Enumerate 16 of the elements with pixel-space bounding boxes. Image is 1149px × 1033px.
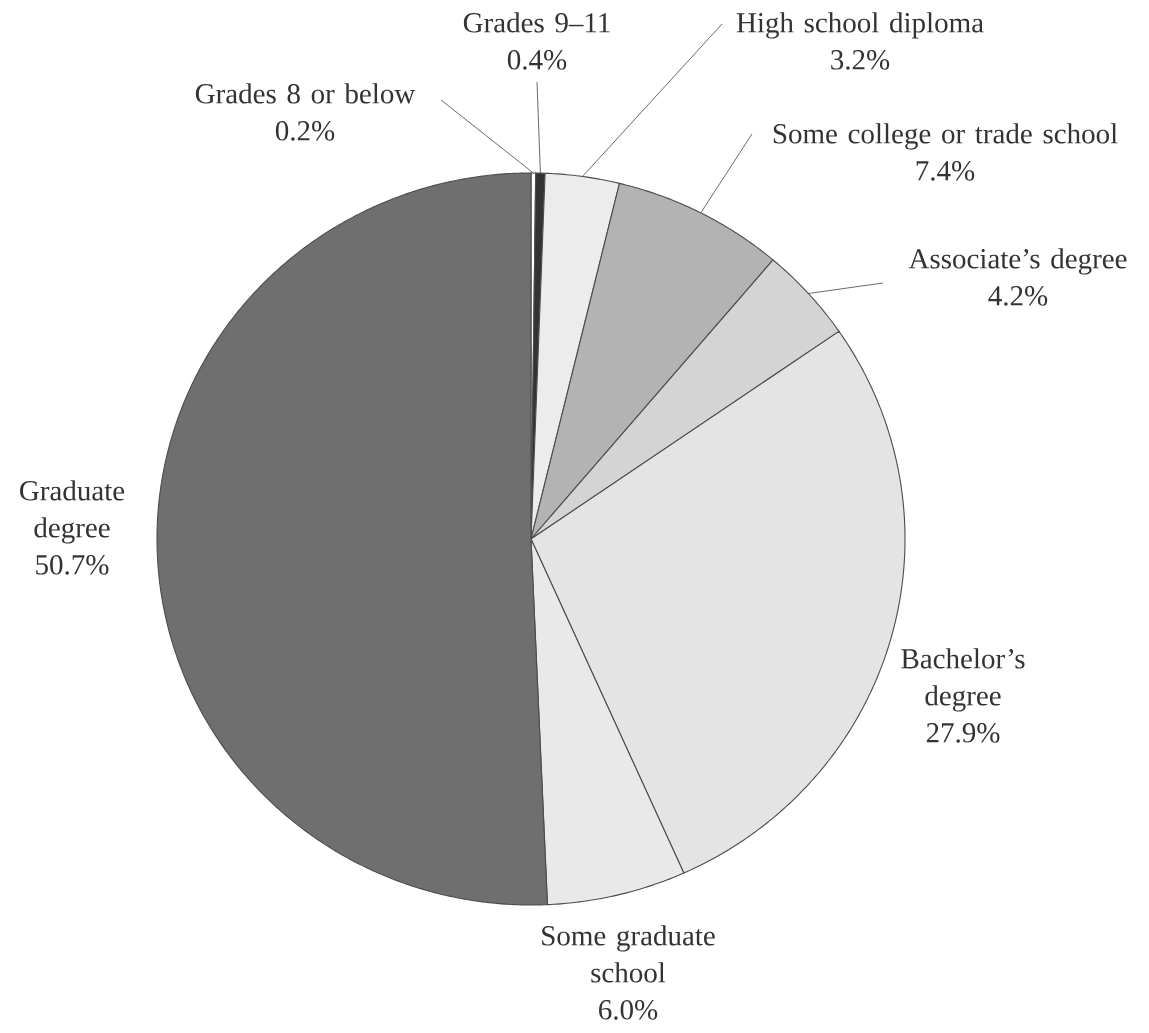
slice-label: Bachelor’s degree [901, 648, 1025, 712]
data-label: 27.9% [926, 723, 1000, 743]
data-label: 0.4% [507, 50, 567, 70]
slice-label: Some graduate school [542, 925, 715, 983]
slice-label: Graduate degree [20, 480, 125, 544]
data-label: 4.2% [988, 286, 1048, 306]
data-label: 3.2% [831, 50, 890, 70]
data-label: 50.7% [36, 555, 109, 575]
slice-label: High school diploma [736, 12, 984, 39]
slice-label: Some college or trade school [773, 123, 1118, 150]
data-label: 7.4% [916, 161, 975, 181]
slice-label: Grades 8 or below [195, 83, 416, 104]
slice-label: Associate’s degree [908, 248, 1127, 275]
data-label: 0.2% [275, 121, 335, 141]
data-label: 6.0% [599, 1000, 658, 1020]
slice-label: Grades 9–11 [463, 12, 610, 33]
